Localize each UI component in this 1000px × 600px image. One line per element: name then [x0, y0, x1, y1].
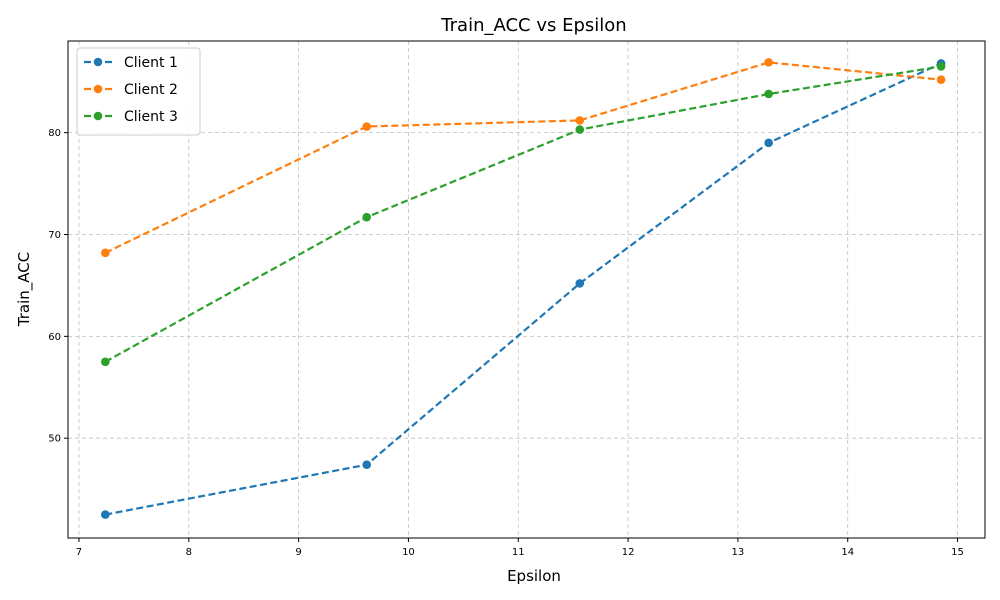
- legend-label: Client 1: [124, 55, 178, 71]
- series-3: [101, 62, 946, 367]
- data-point: [764, 58, 773, 67]
- series-layer: [101, 58, 946, 519]
- data-point: [575, 125, 585, 134]
- series-1: [101, 59, 946, 519]
- legend-label: Client 2: [124, 82, 178, 98]
- legend-item: Client 2: [84, 82, 178, 98]
- series-line: [104, 61, 942, 254]
- series-line: [104, 65, 942, 363]
- y-tick-label: 70: [48, 230, 61, 241]
- x-tick-label: 14: [841, 547, 854, 558]
- x-tick-label: 13: [732, 547, 745, 558]
- axis-ticks: 7 8 9 10 11 12 13 14 15 50 60 70 80: [48, 128, 964, 558]
- legend-label: Client 3: [124, 109, 178, 125]
- data-point: [764, 89, 773, 99]
- series-2: [101, 58, 946, 258]
- chart-title: Train_ACC vs Epsilon: [440, 15, 626, 36]
- legend-item: Client 3: [84, 109, 178, 125]
- legend-item: Client 1: [84, 55, 178, 71]
- y-axis-title: Train_ACC: [15, 252, 34, 327]
- x-tick-label: 10: [402, 547, 415, 558]
- x-tick-label: 11: [512, 547, 525, 558]
- plot-frame: [67, 40, 986, 539]
- data-point: [936, 75, 946, 85]
- legend: Client 1 Client 2 Client 3: [76, 47, 201, 136]
- data-point: [362, 460, 372, 469]
- legend-marker: [93, 57, 103, 67]
- data-point: [101, 510, 110, 519]
- data-point: [936, 62, 946, 71]
- legend-box: [76, 47, 201, 136]
- x-tick-label: 8: [186, 547, 192, 558]
- grid: [68, 41, 985, 538]
- data-point: [101, 357, 110, 367]
- y-tick-label: 80: [48, 128, 61, 139]
- data-point: [764, 138, 773, 148]
- y-tick-label: 60: [48, 332, 61, 343]
- x-tick-label: 9: [295, 547, 301, 558]
- x-tick-label: 15: [951, 547, 964, 558]
- x-tick-label: 12: [622, 547, 635, 558]
- series-line: [105, 62, 942, 516]
- data-point: [362, 212, 372, 222]
- x-axis-title: Epsilon: [507, 567, 561, 585]
- x-tick-label: 7: [76, 547, 82, 558]
- data-point: [362, 122, 372, 131]
- legend-marker: [93, 84, 103, 94]
- data-point: [575, 279, 585, 288]
- legend-marker: [93, 111, 103, 121]
- data-point: [575, 116, 585, 125]
- data-point: [101, 248, 110, 258]
- y-tick-label: 50: [48, 434, 61, 445]
